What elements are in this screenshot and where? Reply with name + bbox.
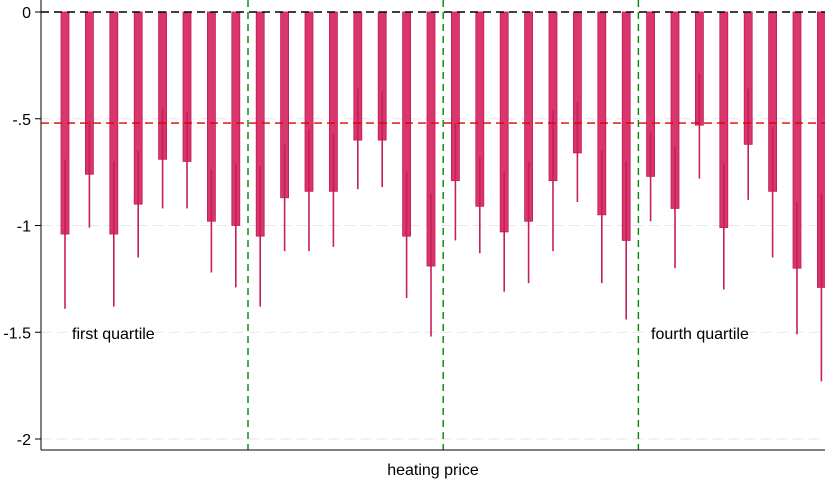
- x-axis-label: heating price: [387, 462, 479, 479]
- y-tick-labels: 0 -.5 -1 -1.5 -2: [3, 5, 31, 449]
- bars: [60, 11, 825, 382]
- y-tick-label: -.5: [12, 112, 31, 129]
- reference-lines: [41, 0, 825, 450]
- y-tick-label: -1.5: [3, 325, 31, 342]
- axes: [35, 0, 825, 451]
- annotation-fourth-quartile: fourth quartile: [651, 326, 749, 343]
- annotation-first-quartile: first quartile: [72, 326, 155, 343]
- y-tick-label: -1: [17, 219, 31, 236]
- y-tick-label: -2: [17, 432, 31, 449]
- annotations: first quartile fourth quartile: [72, 326, 749, 343]
- y-tick-label: 0: [22, 5, 31, 22]
